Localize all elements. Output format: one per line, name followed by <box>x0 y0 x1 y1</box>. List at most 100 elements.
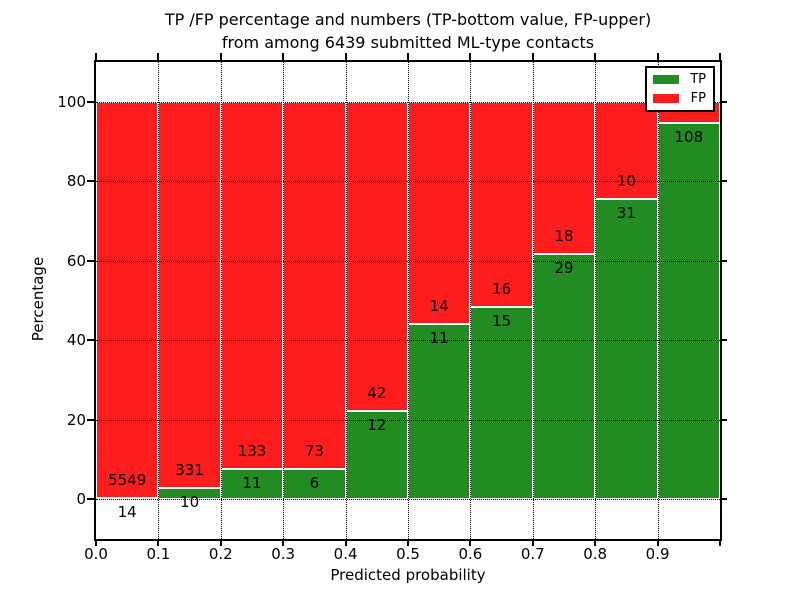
bar-count-label-fp: 10 <box>616 171 636 190</box>
y-tick-label: 40 <box>66 331 86 350</box>
x-tick-mark <box>407 539 409 546</box>
bar-count-label-tp: 10 <box>180 492 200 511</box>
bar-segment-fp <box>345 101 408 411</box>
x-gridline <box>158 62 160 539</box>
x-tick-mark-top <box>469 53 472 60</box>
y-tick-mark-right <box>722 180 727 183</box>
y-tick-label: 100 <box>57 92 86 111</box>
y-tick-mark <box>87 100 94 103</box>
x-tick-mark <box>719 539 721 546</box>
x-tick-mark <box>531 539 534 546</box>
legend-swatch-fp-icon <box>653 94 679 103</box>
x-tick-mark-top <box>219 53 222 60</box>
y-tick-label: 80 <box>66 172 86 191</box>
bar-segment-fp <box>532 101 596 254</box>
y-tick-mark <box>87 180 94 183</box>
x-tick-mark <box>656 539 659 546</box>
bar-count-label-fp: 73 <box>304 442 324 461</box>
chart-title: TP /FP percentage and numbers (TP-bottom… <box>94 8 722 54</box>
bar-count-label-fp: 18 <box>554 227 574 246</box>
x-tick-mark <box>95 539 97 546</box>
x-tick-mark-top <box>531 53 534 60</box>
x-tick-mark-top <box>282 53 285 60</box>
x-tick-mark-top <box>656 53 659 60</box>
x-tick-mark <box>594 539 597 546</box>
bar-segment-fp <box>470 101 533 307</box>
bar-labels-layer: 5549143311013311736421214111615182910316… <box>96 62 720 539</box>
y-tick-mark-right <box>722 100 727 103</box>
y-tick-mark <box>87 418 94 421</box>
bar-count-label-fp: 14 <box>429 297 449 316</box>
y-tick-mark-right <box>722 259 727 262</box>
x-tick-label: 0.0 <box>84 545 108 563</box>
legend-label-tp: TP <box>690 72 706 87</box>
x-tick-label: 0.7 <box>520 545 545 563</box>
chart-title-line1: TP /FP percentage and numbers (TP-bottom… <box>164 10 652 29</box>
x-tick-mark-top <box>407 53 409 60</box>
x-gridline <box>595 62 597 539</box>
bar-segment-fp <box>220 101 284 469</box>
x-tick-mark <box>157 539 160 546</box>
x-gridline <box>283 62 285 539</box>
x-tick-mark-top <box>157 53 160 60</box>
x-tick-mark-top <box>594 53 597 60</box>
x-gridline <box>408 62 409 539</box>
bars-layer <box>96 62 720 539</box>
y-tick-mark <box>87 498 94 501</box>
x-tick-label: 0.5 <box>396 545 420 563</box>
bar-segment-tp <box>408 324 471 500</box>
x-tick-mark <box>282 539 285 546</box>
x-tick-label: 0.8 <box>583 545 608 563</box>
x-tick-mark <box>344 539 347 546</box>
x-tick-label: 0.6 <box>458 545 483 563</box>
x-tick-mark-top <box>344 53 347 60</box>
bar-segment-tp <box>595 198 658 500</box>
chart-title-line2: from among 6439 submitted ML-type contac… <box>221 33 595 52</box>
bar-count-label-tp: 29 <box>554 258 574 277</box>
y-tick-mark <box>87 259 94 262</box>
x-gridline <box>220 62 222 539</box>
x-tick-mark <box>219 539 222 546</box>
plot-area: 5549143311013311736421214111615182910316… <box>94 60 722 541</box>
bar-count-label-fp: 331 <box>175 460 204 479</box>
y-tick-mark-right <box>722 418 727 421</box>
x-tick-label: 0.1 <box>146 545 171 563</box>
bar-count-label-tp: 12 <box>367 415 387 434</box>
bar-segment-tp <box>532 253 596 500</box>
bar-segment-tp <box>657 122 720 500</box>
bar-segment-fp <box>96 101 159 499</box>
bar-count-label-fp: 16 <box>492 280 512 299</box>
bar-count-label-tp: 15 <box>492 311 512 330</box>
bar-count-label-tp: 14 <box>117 503 137 522</box>
x-gridline <box>657 62 659 539</box>
y-tick-label: 20 <box>66 410 86 429</box>
legend-label-fp: FP <box>690 91 706 106</box>
grid-layer <box>96 62 720 539</box>
y-axis-label: Percentage <box>29 256 47 342</box>
bar-count-label-tp: 6 <box>309 473 320 492</box>
y-tick-mark-right <box>722 498 727 501</box>
legend-item-tp: TP <box>653 72 707 87</box>
x-gridline <box>470 62 472 539</box>
x-tick-label: 0.9 <box>645 545 670 563</box>
x-gridline <box>345 62 347 539</box>
bar-count-label-fp: 42 <box>367 384 387 403</box>
bar-count-label-fp: 5549 <box>108 471 147 490</box>
y-tick-label: 60 <box>66 251 86 270</box>
y-tick-mark-right <box>722 339 727 342</box>
x-tick-mark-top <box>719 53 721 60</box>
bar-segment-fp <box>408 101 471 325</box>
bar-count-label-tp: 31 <box>616 203 636 222</box>
legend: TP FP <box>645 66 715 112</box>
bar-count-label-tp: 11 <box>429 329 449 348</box>
x-tick-label: 0.3 <box>271 545 296 563</box>
x-axis-label: Predicted probability <box>330 566 486 584</box>
y-tick-mark <box>87 339 94 342</box>
bar-count-label-fp: 133 <box>237 441 267 460</box>
legend-swatch-tp-icon <box>653 75 679 84</box>
x-gridline <box>532 62 534 539</box>
legend-item-fp: FP <box>653 91 707 106</box>
x-tick-mark <box>469 539 472 546</box>
x-tick-label: 0.2 <box>208 545 233 563</box>
